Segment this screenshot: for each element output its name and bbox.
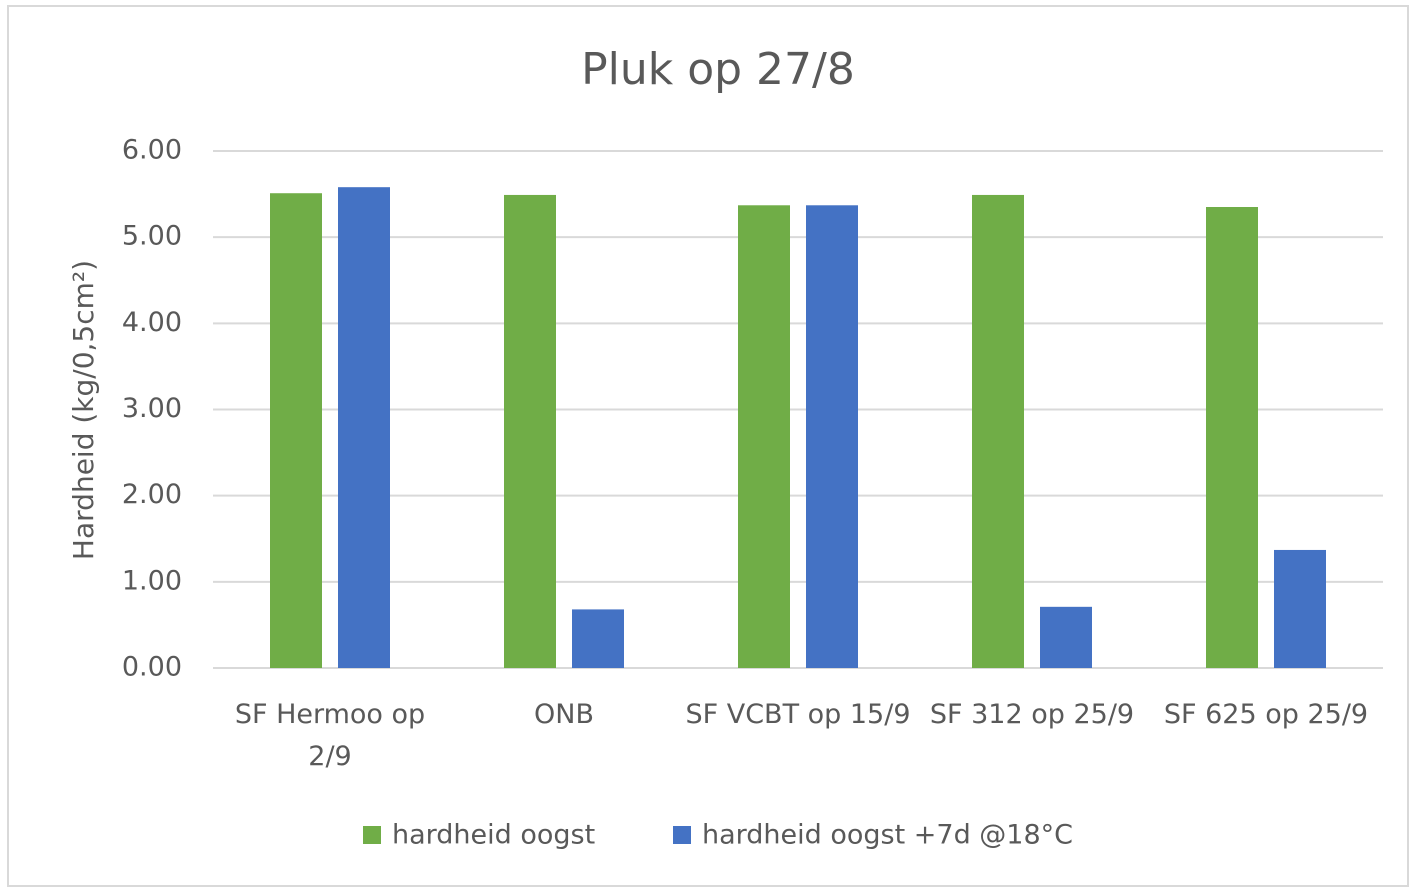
x-tick-label: SF VCBT op 15/9	[685, 699, 911, 730]
bar	[806, 205, 858, 668]
bar	[572, 609, 624, 668]
y-tick-label: 1.00	[122, 565, 182, 596]
bar	[270, 193, 322, 668]
y-axis-label: Hardheid (kg/0,5cm²)	[67, 260, 100, 560]
y-tick-label: 0.00	[122, 652, 182, 683]
x-tick-label: SF 312 op 25/9	[929, 699, 1135, 730]
x-tick-label: SF Hermoo op 2/9	[234, 699, 426, 772]
bar	[1274, 549, 1326, 668]
y-tick-label: 6.00	[122, 135, 182, 166]
x-tick-label: SF 625 op 25/9	[1163, 699, 1369, 730]
legend-label: hardheid oogst	[392, 820, 595, 851]
bar	[972, 194, 1024, 668]
y-tick-label: 5.00	[122, 221, 182, 252]
y-tick-label: 4.00	[122, 307, 182, 338]
legend-swatch	[363, 826, 381, 844]
y-tick-label: 2.00	[122, 479, 182, 510]
bar	[1206, 207, 1258, 668]
bar	[738, 205, 790, 668]
chart-frame	[7, 5, 1409, 887]
chart-title: Pluk op 27/8	[581, 44, 855, 95]
bar	[504, 194, 556, 668]
y-tick-label: 3.00	[122, 393, 182, 424]
legend-label: hardheid oogst +7d @18°C	[702, 820, 1073, 851]
legend-swatch	[673, 826, 691, 844]
bar	[338, 187, 390, 668]
bar	[1040, 606, 1092, 668]
x-tick-label: ONB	[534, 699, 594, 730]
